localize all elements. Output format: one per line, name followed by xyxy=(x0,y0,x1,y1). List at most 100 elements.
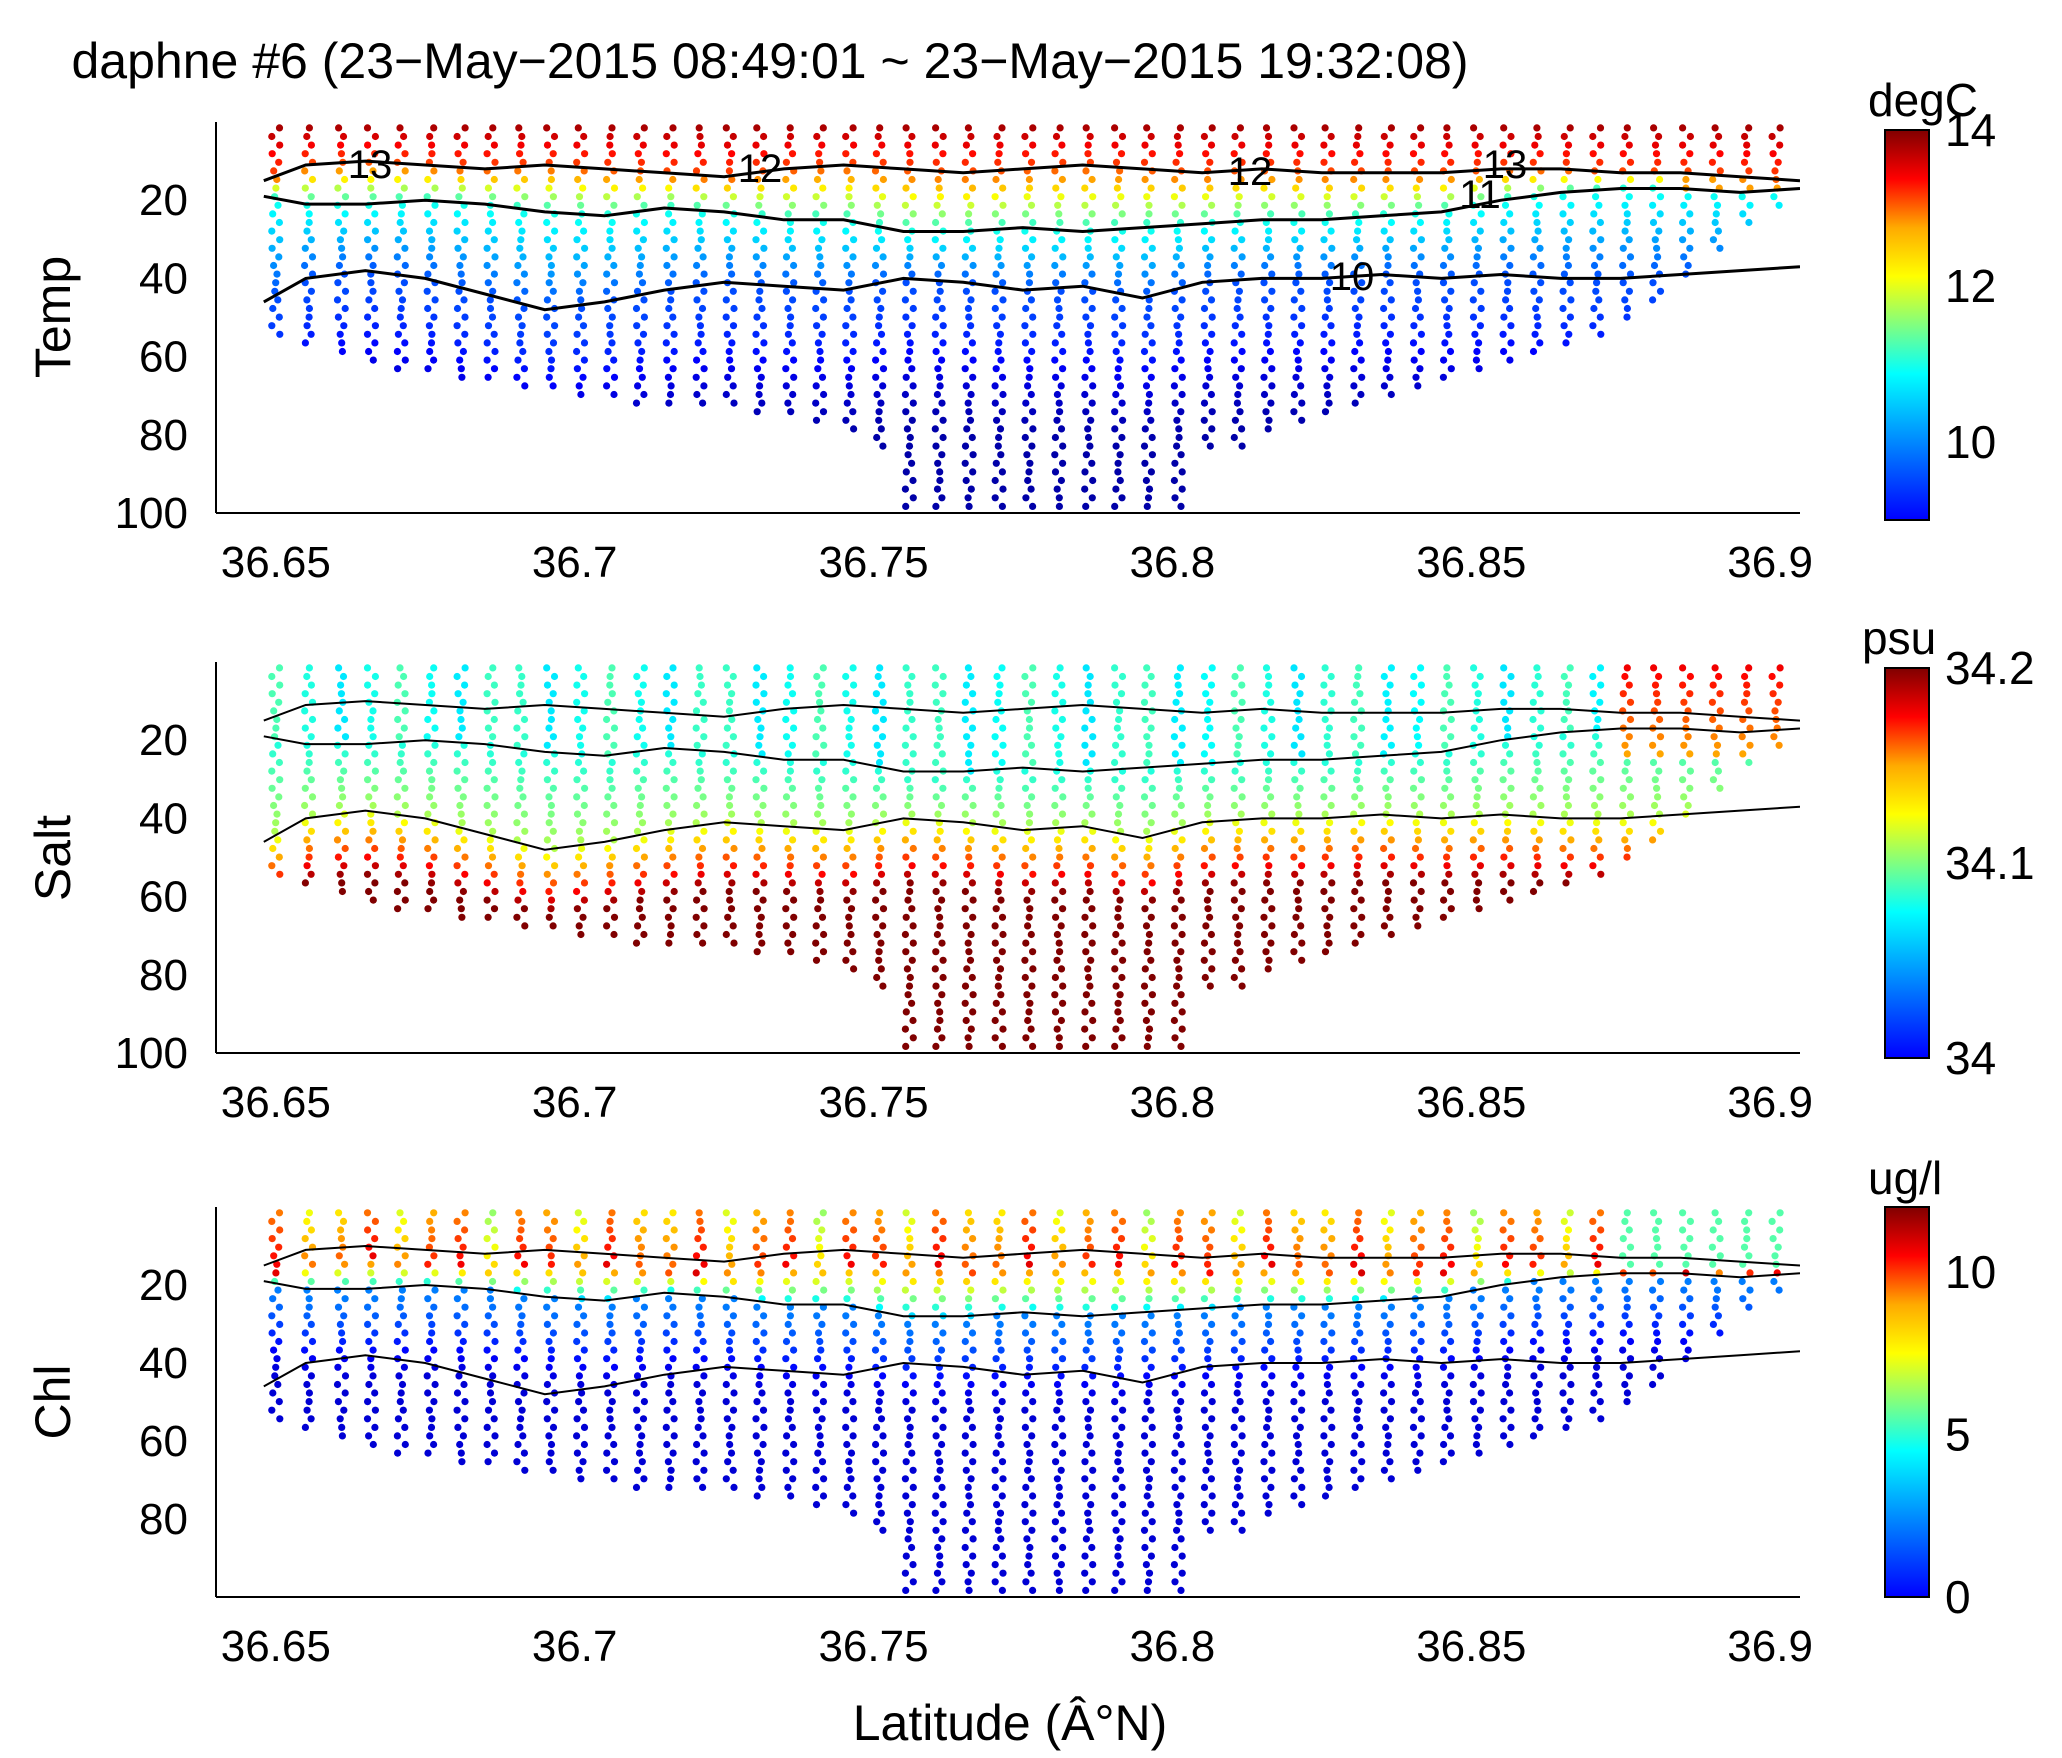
data-point xyxy=(786,862,794,870)
data-point xyxy=(1088,304,1096,313)
data-point xyxy=(904,141,912,149)
data-point xyxy=(1446,347,1455,356)
data-point xyxy=(367,1363,375,1371)
data-point xyxy=(1234,390,1242,399)
data-point xyxy=(872,690,881,698)
data-point xyxy=(760,1235,768,1243)
data-point xyxy=(1053,390,1061,399)
data-point xyxy=(1477,1389,1485,1397)
data-point xyxy=(1297,1277,1305,1286)
data-point xyxy=(461,853,469,861)
data-point xyxy=(962,922,970,930)
data-point xyxy=(1655,1217,1663,1225)
data-point xyxy=(999,741,1007,749)
data-point xyxy=(999,930,1007,939)
data-point xyxy=(335,664,343,672)
data-point xyxy=(1238,1243,1246,1251)
data-point xyxy=(933,485,942,493)
data-point xyxy=(1178,1269,1186,1277)
data-point xyxy=(842,672,850,681)
data-point xyxy=(305,750,313,758)
data-point xyxy=(1143,313,1151,321)
data-point xyxy=(581,1329,589,1337)
data-point xyxy=(369,1372,377,1380)
data-point xyxy=(936,1458,944,1466)
data-point xyxy=(520,175,529,184)
data-point xyxy=(275,664,284,672)
data-point xyxy=(484,373,492,381)
data-point xyxy=(334,853,342,861)
data-point xyxy=(1716,167,1724,175)
data-point xyxy=(1112,1475,1120,1483)
data-point xyxy=(340,322,348,330)
data-point xyxy=(1536,784,1544,792)
data-point xyxy=(1656,827,1665,835)
data-point xyxy=(700,193,708,201)
data-point xyxy=(784,844,792,853)
data-point xyxy=(1082,356,1090,364)
data-point xyxy=(939,132,947,141)
data-point xyxy=(340,227,348,235)
data-point xyxy=(938,451,946,459)
data-point xyxy=(789,930,797,939)
data-point xyxy=(1142,382,1151,390)
data-point xyxy=(431,1380,439,1389)
data-point xyxy=(1686,1217,1694,1225)
data-point xyxy=(1502,296,1510,304)
data-point xyxy=(1567,296,1575,304)
data-point xyxy=(934,715,942,724)
data-point xyxy=(369,1346,377,1354)
data-point xyxy=(1200,956,1208,964)
data-point xyxy=(1325,1483,1333,1491)
data-point xyxy=(1320,698,1328,706)
data-point xyxy=(1053,836,1062,844)
data-point xyxy=(1238,1509,1246,1517)
data-point xyxy=(430,707,438,715)
data-point xyxy=(879,887,887,896)
data-point xyxy=(1387,1398,1396,1406)
data-point xyxy=(760,227,768,235)
data-point xyxy=(573,330,581,338)
data-point xyxy=(1111,965,1119,973)
data-point xyxy=(903,870,912,878)
data-point xyxy=(964,124,973,132)
data-point xyxy=(459,347,467,356)
data-point xyxy=(1716,1329,1724,1337)
data-point xyxy=(1230,973,1238,982)
data-point xyxy=(961,365,969,373)
data-point xyxy=(845,913,853,921)
data-point xyxy=(819,853,828,861)
data-point xyxy=(639,1226,647,1234)
data-point xyxy=(458,1269,466,1277)
data-point xyxy=(1116,451,1124,459)
data-point xyxy=(961,270,969,278)
data-point xyxy=(1230,1423,1238,1431)
data-point xyxy=(1649,1363,1657,1371)
data-point xyxy=(1025,1008,1033,1016)
data-point xyxy=(933,930,942,939)
data-point xyxy=(998,664,1006,672)
data-point xyxy=(490,270,498,278)
data-point xyxy=(1537,261,1545,270)
data-point xyxy=(786,767,795,775)
data-point xyxy=(1358,1269,1366,1277)
data-point xyxy=(274,741,282,749)
data-point xyxy=(813,672,821,681)
data-point xyxy=(1178,741,1186,749)
data-point xyxy=(1088,270,1096,278)
data-point xyxy=(1111,1209,1119,1217)
data-point xyxy=(401,261,409,270)
data-point xyxy=(1057,1466,1065,1474)
data-point xyxy=(1596,698,1604,706)
data-point xyxy=(1171,810,1179,818)
data-point xyxy=(1471,1226,1479,1234)
data-point xyxy=(1412,279,1420,287)
data-point xyxy=(640,664,648,672)
data-point xyxy=(1741,672,1749,681)
data-point xyxy=(1021,1329,1030,1337)
data-point xyxy=(364,236,372,244)
data-point xyxy=(580,132,588,141)
data-point xyxy=(1297,1466,1305,1474)
data-point xyxy=(547,707,555,715)
data-point xyxy=(728,339,736,347)
